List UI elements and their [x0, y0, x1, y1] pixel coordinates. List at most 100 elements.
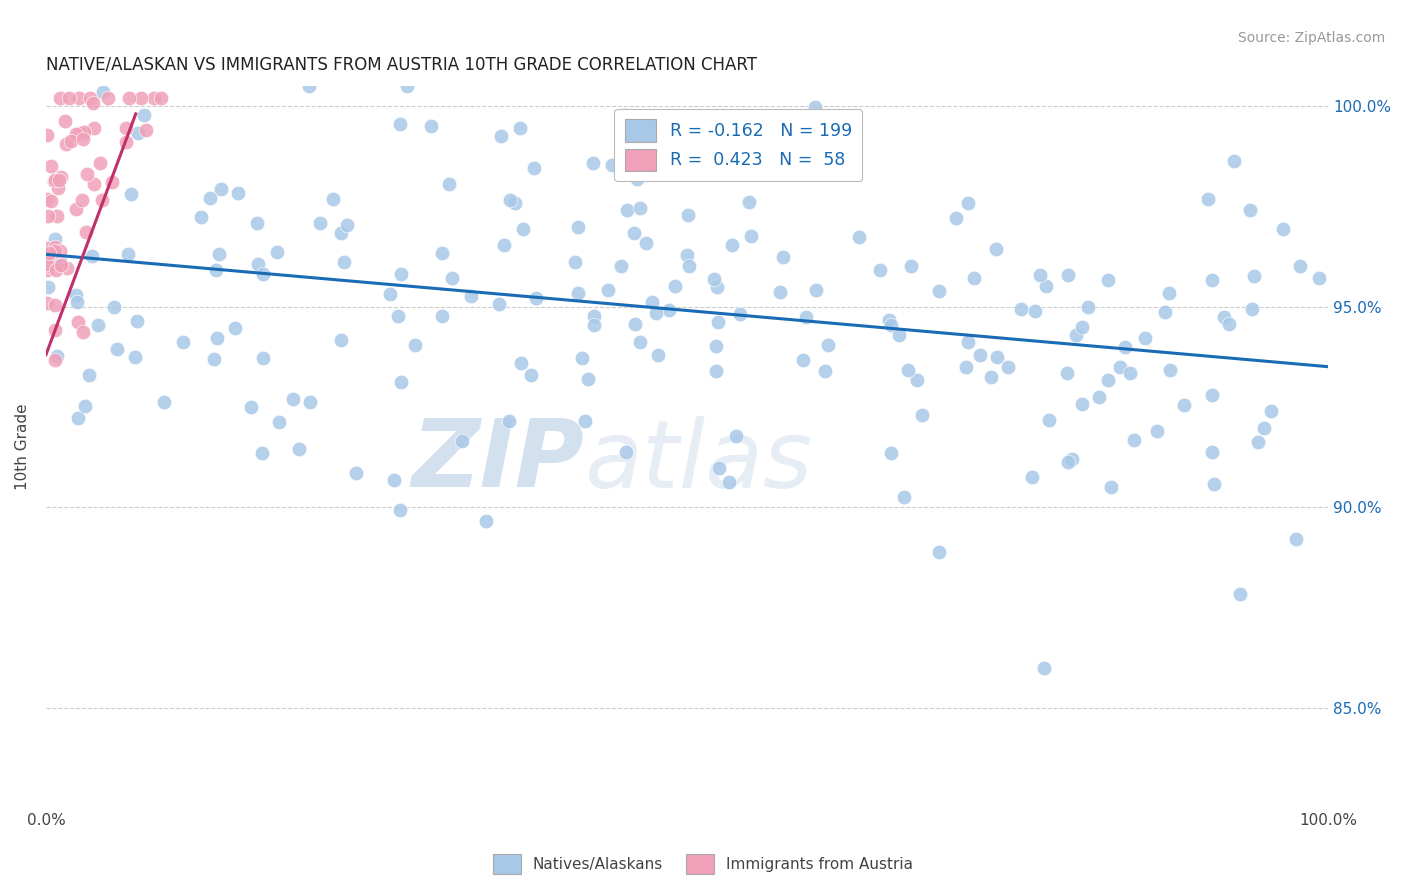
Point [460, 288, 482, 302]
Point [1212, 310, 1234, 325]
Point [202, 352, 225, 367]
Point [772, 251, 794, 265]
Point [115, 120, 138, 135]
Point [127, 126, 149, 140]
Point [877, 312, 900, 326]
Point [986, 242, 1008, 256]
Point [817, 338, 839, 352]
Point [267, 415, 290, 429]
Point [44, 298, 66, 312]
Point [945, 211, 967, 225]
Point [1308, 270, 1330, 285]
Point [626, 172, 648, 186]
Point [72, 193, 94, 207]
Point [382, 473, 405, 487]
Point [205, 263, 228, 277]
Point [707, 315, 730, 329]
Point [880, 446, 903, 460]
Point [37, 263, 59, 277]
Point [77, 368, 100, 382]
Point [957, 334, 980, 349]
Point [299, 395, 322, 409]
Point [97, 91, 120, 105]
Point [37, 257, 59, 271]
Point [614, 445, 637, 459]
Point [395, 78, 418, 93]
Point [475, 514, 498, 528]
Point [571, 351, 593, 366]
Point [117, 247, 139, 261]
Point [1070, 319, 1092, 334]
Point [69, 126, 91, 140]
Point [1153, 305, 1175, 319]
Point [520, 368, 543, 382]
Point [37, 241, 59, 255]
Point [135, 122, 157, 136]
Point [1247, 435, 1270, 450]
Point [488, 297, 510, 311]
Point [1239, 203, 1261, 218]
Point [44, 322, 66, 336]
Point [75, 225, 97, 239]
Point [42, 174, 65, 188]
Point [664, 278, 686, 293]
Point [56, 260, 79, 275]
Point [131, 91, 153, 105]
Point [124, 350, 146, 364]
Point [1146, 424, 1168, 438]
Point [997, 359, 1019, 374]
Point [623, 317, 645, 331]
Point [503, 195, 526, 210]
Point [564, 255, 586, 269]
Point [120, 187, 142, 202]
Point [986, 350, 1008, 364]
Point [1197, 192, 1219, 206]
Point [498, 193, 520, 207]
Point [1229, 587, 1251, 601]
Point [437, 178, 460, 192]
Point [1285, 532, 1308, 546]
Point [1260, 404, 1282, 418]
Point [55, 136, 77, 151]
Point [211, 182, 233, 196]
Point [910, 408, 932, 422]
Point [1028, 268, 1050, 282]
Point [153, 395, 176, 409]
Point [1097, 273, 1119, 287]
Point [955, 359, 977, 374]
Point [38, 246, 60, 260]
Point [721, 238, 744, 252]
Point [430, 309, 453, 323]
Point [582, 156, 605, 170]
Point [240, 400, 263, 414]
Point [1202, 476, 1225, 491]
Point [980, 370, 1002, 384]
Point [1066, 327, 1088, 342]
Point [576, 372, 599, 386]
Point [498, 414, 520, 428]
Point [512, 221, 534, 235]
Point [678, 208, 700, 222]
Point [83, 121, 105, 136]
Point [441, 271, 464, 285]
Point [928, 545, 950, 559]
Point [451, 434, 474, 448]
Point [897, 363, 920, 377]
Point [37, 193, 59, 207]
Point [333, 254, 356, 268]
Point [45, 262, 67, 277]
Point [72, 132, 94, 146]
Point [583, 309, 606, 323]
Point [115, 136, 138, 150]
Point [404, 338, 426, 352]
Point [1157, 285, 1180, 300]
Point [609, 259, 631, 273]
Point [887, 328, 910, 343]
Point [567, 285, 589, 300]
Point [207, 247, 229, 261]
Point [509, 121, 531, 136]
Point [1038, 413, 1060, 427]
Point [794, 310, 817, 325]
Point [378, 286, 401, 301]
Point [226, 186, 249, 201]
